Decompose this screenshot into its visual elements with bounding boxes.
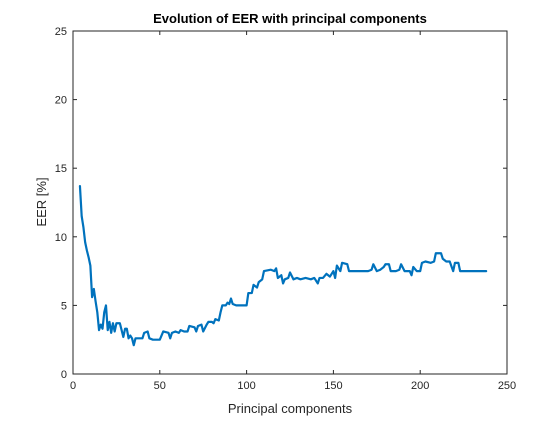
y-tick-label: 5	[61, 300, 67, 312]
y-tick-label: 0	[61, 369, 67, 381]
x-tick-label: 0	[70, 380, 76, 392]
x-tick-label: 200	[411, 380, 429, 392]
x-tick-label: 150	[324, 380, 342, 392]
x-tick-label: 250	[498, 380, 516, 392]
axes-layer: 0 50 100 150 200 250 0 5 10 15 20 25	[55, 26, 516, 392]
series-line-0	[78, 184, 488, 347]
x-tick-label: 100	[237, 380, 255, 392]
y-axis-label: EER [%]	[34, 177, 49, 226]
y-tick-label: 10	[55, 232, 67, 244]
y-tick-label: 25	[55, 26, 67, 38]
y-tick-label: 15	[55, 163, 67, 175]
y-tick-label: 20	[55, 95, 67, 107]
chart-title: Evolution of EER with principal componen…	[153, 11, 427, 26]
x-axis-label: Principal components	[228, 401, 353, 416]
x-tick-label: 50	[154, 380, 166, 392]
marks-layer	[78, 184, 488, 347]
axes-box	[72, 30, 508, 375]
plot-area	[73, 31, 507, 374]
